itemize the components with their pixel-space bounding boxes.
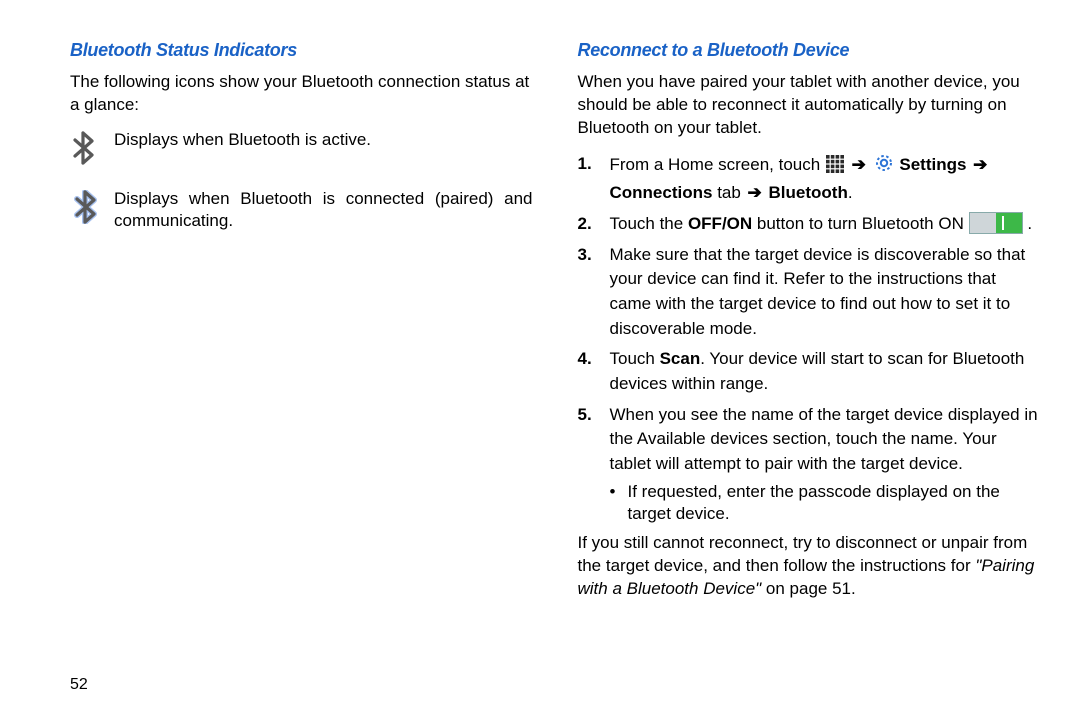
step-text: From a Home screen, touch	[610, 155, 825, 174]
right-column: Reconnect to a Bluetooth Device When you…	[578, 40, 1041, 613]
outro-text: If you still cannot reconnect, try to di…	[578, 533, 1028, 575]
scan-label: Scan	[660, 349, 701, 368]
step-2: Touch the OFF/ON button to turn Bluetoot…	[578, 212, 1041, 237]
bluetooth-label: Bluetooth	[769, 183, 848, 202]
left-heading: Bluetooth Status Indicators	[70, 40, 533, 61]
step-text: Touch the	[610, 214, 688, 233]
left-column: Bluetooth Status Indicators The followin…	[70, 40, 533, 613]
bluetooth-active-icon	[70, 129, 100, 170]
outro-paragraph: If you still cannot reconnect, try to di…	[578, 532, 1041, 601]
right-intro: When you have paired your tablet with an…	[578, 71, 1041, 140]
step-5-bullet: If requested, enter the passcode display…	[610, 481, 1041, 527]
apps-grid-icon	[825, 154, 845, 182]
toggle-on-icon	[969, 212, 1023, 234]
page-number: 52	[70, 676, 88, 694]
status-icon-list: Displays when Bluetooth is active. Displ…	[70, 129, 533, 232]
status-icon-text: Displays when Bluetooth is active.	[114, 129, 533, 151]
two-column-layout: Bluetooth Status Indicators The followin…	[70, 40, 1040, 613]
step-text: Touch	[610, 349, 660, 368]
status-icon-row: Displays when Bluetooth is active.	[70, 129, 533, 170]
arrow-icon: ➔	[746, 183, 764, 202]
outro-tail: on page 51.	[761, 579, 856, 598]
step-4: Touch Scan. Your device will start to sc…	[578, 347, 1041, 396]
settings-label: Settings	[899, 155, 971, 174]
manual-page: Bluetooth Status Indicators The followin…	[0, 0, 1080, 720]
connections-label: Connections	[610, 183, 713, 202]
steps-list: From a Home screen, touch ➔	[578, 152, 1041, 527]
step-text: button to turn Bluetooth ON	[752, 214, 968, 233]
step-text: When you see the name of the target devi…	[610, 405, 1038, 473]
tab-word: tab	[717, 183, 745, 202]
status-icon-row: Displays when Bluetooth is connected (pa…	[70, 188, 533, 232]
step-5: When you see the name of the target devi…	[578, 403, 1041, 527]
off-on-label: OFF/ON	[688, 214, 752, 233]
bluetooth-connected-icon	[70, 188, 100, 229]
step-3: Make sure that the target device is disc…	[578, 243, 1041, 342]
arrow-icon: ➔	[850, 155, 868, 174]
left-intro: The following icons show your Bluetooth …	[70, 71, 533, 117]
status-icon-text: Displays when Bluetooth is connected (pa…	[114, 188, 533, 232]
right-heading: Reconnect to a Bluetooth Device	[578, 40, 1041, 61]
step-1: From a Home screen, touch ➔	[578, 152, 1041, 206]
arrow-icon: ➔	[971, 155, 989, 174]
settings-gear-icon	[873, 152, 895, 182]
